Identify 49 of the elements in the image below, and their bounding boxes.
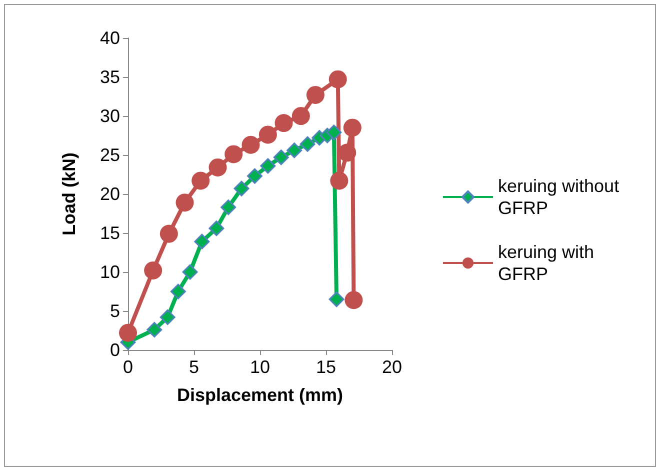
point [234,180,250,196]
y-tick-label: 5 [110,301,120,321]
point [194,234,210,250]
legend-label: keruing without GFRP [498,176,624,218]
point [242,136,260,154]
point [246,168,262,184]
point [170,284,186,300]
point [119,324,137,342]
x-axis-title: Displacement (mm) [176,385,344,405]
point [160,224,178,243]
y-tick-label: 35 [100,67,120,87]
x-tick-label: 5 [188,357,200,377]
y-tick-label: 10 [100,262,120,282]
point [144,261,162,280]
point [286,142,302,158]
point [326,124,342,140]
x-tick-label: 20 [382,357,402,377]
point [306,86,324,104]
point [343,118,362,137]
point [300,136,316,152]
point [176,194,194,212]
y-tick-label: 40 [100,28,120,48]
y-tick-label: 20 [100,184,120,204]
point [292,107,310,125]
point [328,292,344,308]
point [274,114,293,132]
y-tick-label: 15 [100,223,120,243]
point [160,309,176,325]
point [258,126,277,144]
point [192,172,210,190]
point [146,322,162,338]
point [330,172,348,190]
y-axis-title: Load (kN) [59,152,79,236]
point [328,70,347,88]
point [182,264,198,280]
y-tick-label: 25 [100,145,120,165]
x-tick-label: 0 [122,357,134,377]
point [220,200,236,216]
point [273,150,289,166]
point [344,291,363,310]
point [260,158,276,174]
x-tick-label: 15 [316,357,336,377]
y-tick-label: 30 [100,106,120,126]
point [224,145,243,164]
point [208,158,227,176]
point [208,220,224,236]
x-tick-label: 10 [250,357,270,377]
legend-label: keruing with GFRP [498,242,600,284]
y-tick-label: 0 [110,340,120,360]
